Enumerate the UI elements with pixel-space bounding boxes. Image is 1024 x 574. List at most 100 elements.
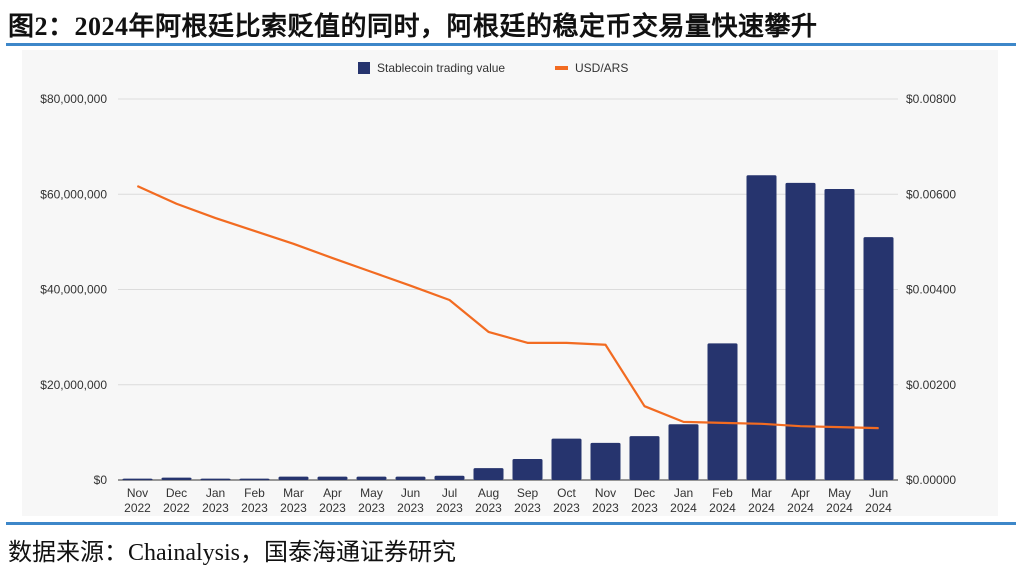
usd-ars-point bbox=[410, 285, 411, 287]
x-tick-month: Jul bbox=[442, 486, 457, 500]
bar bbox=[668, 424, 699, 480]
source-note: 数据来源：Chainalysis，国泰海通证券研究 bbox=[8, 540, 456, 566]
usd-ars-point bbox=[878, 427, 879, 429]
left-tick-label: $80,000,000 bbox=[40, 92, 107, 106]
bar bbox=[317, 476, 348, 480]
x-tick-year: 2024 bbox=[709, 501, 736, 515]
bar bbox=[746, 175, 777, 480]
x-tick-month: Jan bbox=[674, 486, 693, 500]
right-tick-label: $0.00200 bbox=[906, 378, 956, 392]
x-tick-year: 2023 bbox=[358, 501, 385, 515]
bar bbox=[122, 478, 153, 481]
x-tick-year: 2022 bbox=[163, 501, 190, 515]
legend-label-usd-ars: USD/ARS bbox=[575, 61, 628, 75]
legend-swatch-stablecoin bbox=[358, 62, 370, 74]
x-tick-year: 2023 bbox=[241, 501, 268, 515]
usd-ars-point bbox=[722, 422, 723, 424]
bar bbox=[200, 478, 231, 481]
usd-ars-line bbox=[137, 185, 879, 430]
x-tick-year: 2023 bbox=[631, 501, 658, 515]
right-tick-label: $0.00000 bbox=[906, 473, 956, 487]
x-tick-month: Mar bbox=[751, 486, 772, 500]
x-tick-year: 2023 bbox=[319, 501, 346, 515]
right-tick-label: $0.00400 bbox=[906, 283, 956, 297]
usd-ars-point bbox=[215, 217, 216, 219]
bar bbox=[512, 459, 543, 480]
left-tick-label: $20,000,000 bbox=[40, 378, 107, 392]
usd-ars-point bbox=[527, 342, 528, 344]
usd-ars-point bbox=[371, 271, 372, 273]
usd-ars-point bbox=[176, 203, 177, 205]
x-tick-year: 2023 bbox=[202, 501, 229, 515]
usd-ars-point bbox=[566, 342, 567, 344]
usd-ars-point bbox=[488, 331, 489, 333]
usd-ars-point bbox=[683, 421, 684, 423]
bar bbox=[278, 476, 309, 480]
x-tick-month: Feb bbox=[712, 486, 733, 500]
x-tick-year: 2023 bbox=[475, 501, 502, 515]
x-tick-year: 2023 bbox=[553, 501, 580, 515]
bar bbox=[785, 182, 816, 480]
left-tick-label: $0 bbox=[94, 473, 108, 487]
bar bbox=[590, 442, 621, 480]
x-tick-month: Oct bbox=[557, 486, 576, 500]
x-tick-month: Mar bbox=[283, 486, 304, 500]
x-tick-month: Apr bbox=[791, 486, 810, 500]
x-tick-year: 2023 bbox=[280, 501, 307, 515]
x-tick-year: 2024 bbox=[670, 501, 697, 515]
legend-swatch-usd-ars bbox=[555, 66, 568, 70]
left-tick-label: $40,000,000 bbox=[40, 283, 107, 297]
usd-ars-point bbox=[839, 426, 840, 428]
x-tick-month: Nov bbox=[127, 486, 148, 500]
x-tick-month: Jun bbox=[869, 486, 888, 500]
x-tick-month: Feb bbox=[244, 486, 265, 500]
legend-label-stablecoin: Stablecoin trading value bbox=[377, 61, 505, 75]
x-tick-month: May bbox=[828, 486, 851, 500]
x-tick-month: Dec bbox=[634, 486, 655, 500]
x-tick-year: 2024 bbox=[865, 501, 892, 515]
x-tick-month: Dec bbox=[166, 486, 187, 500]
bar bbox=[629, 436, 660, 480]
x-tick-year: 2024 bbox=[748, 501, 775, 515]
x-tick-year: 2024 bbox=[826, 501, 853, 515]
x-tick-year: 2022 bbox=[124, 501, 151, 515]
x-tick-year: 2023 bbox=[592, 501, 619, 515]
x-tick-year: 2024 bbox=[787, 501, 814, 515]
bar bbox=[161, 477, 192, 480]
bar bbox=[434, 475, 465, 480]
bar bbox=[824, 189, 855, 481]
x-tick-year: 2023 bbox=[514, 501, 541, 515]
usd-ars-point bbox=[254, 230, 255, 232]
x-tick-month: Aug bbox=[478, 486, 499, 500]
x-tick-month: May bbox=[360, 486, 383, 500]
x-tick-month: Apr bbox=[323, 486, 342, 500]
usd-ars-point bbox=[800, 425, 801, 427]
right-tick-label: $0.00800 bbox=[906, 92, 956, 106]
usd-ars-point bbox=[137, 185, 138, 187]
usd-ars-point bbox=[761, 423, 762, 425]
source-divider bbox=[6, 522, 1016, 525]
bar bbox=[239, 478, 270, 481]
x-tick-month: Jun bbox=[401, 486, 420, 500]
bar bbox=[707, 343, 738, 480]
bar bbox=[551, 438, 582, 480]
x-tick-year: 2023 bbox=[436, 501, 463, 515]
usd-ars-point bbox=[293, 243, 294, 245]
usd-ars-point bbox=[449, 299, 450, 301]
x-tick-month: Sep bbox=[517, 486, 539, 500]
title-divider bbox=[6, 43, 1016, 46]
figure-title: 图2：2024年阿根廷比索贬值的同时，阿根廷的稳定币交易量快速攀升 bbox=[8, 12, 818, 41]
x-tick-year: 2023 bbox=[397, 501, 424, 515]
usd-ars-point bbox=[605, 344, 606, 346]
x-tick-month: Jan bbox=[206, 486, 225, 500]
usd-ars-point bbox=[644, 405, 645, 407]
usd-ars-point bbox=[332, 257, 333, 259]
right-tick-label: $0.00600 bbox=[906, 187, 956, 201]
bar bbox=[395, 476, 426, 480]
bar bbox=[356, 476, 387, 480]
bar bbox=[473, 468, 504, 480]
x-tick-month: Nov bbox=[595, 486, 616, 500]
bar bbox=[863, 237, 894, 480]
left-tick-label: $60,000,000 bbox=[40, 187, 107, 201]
